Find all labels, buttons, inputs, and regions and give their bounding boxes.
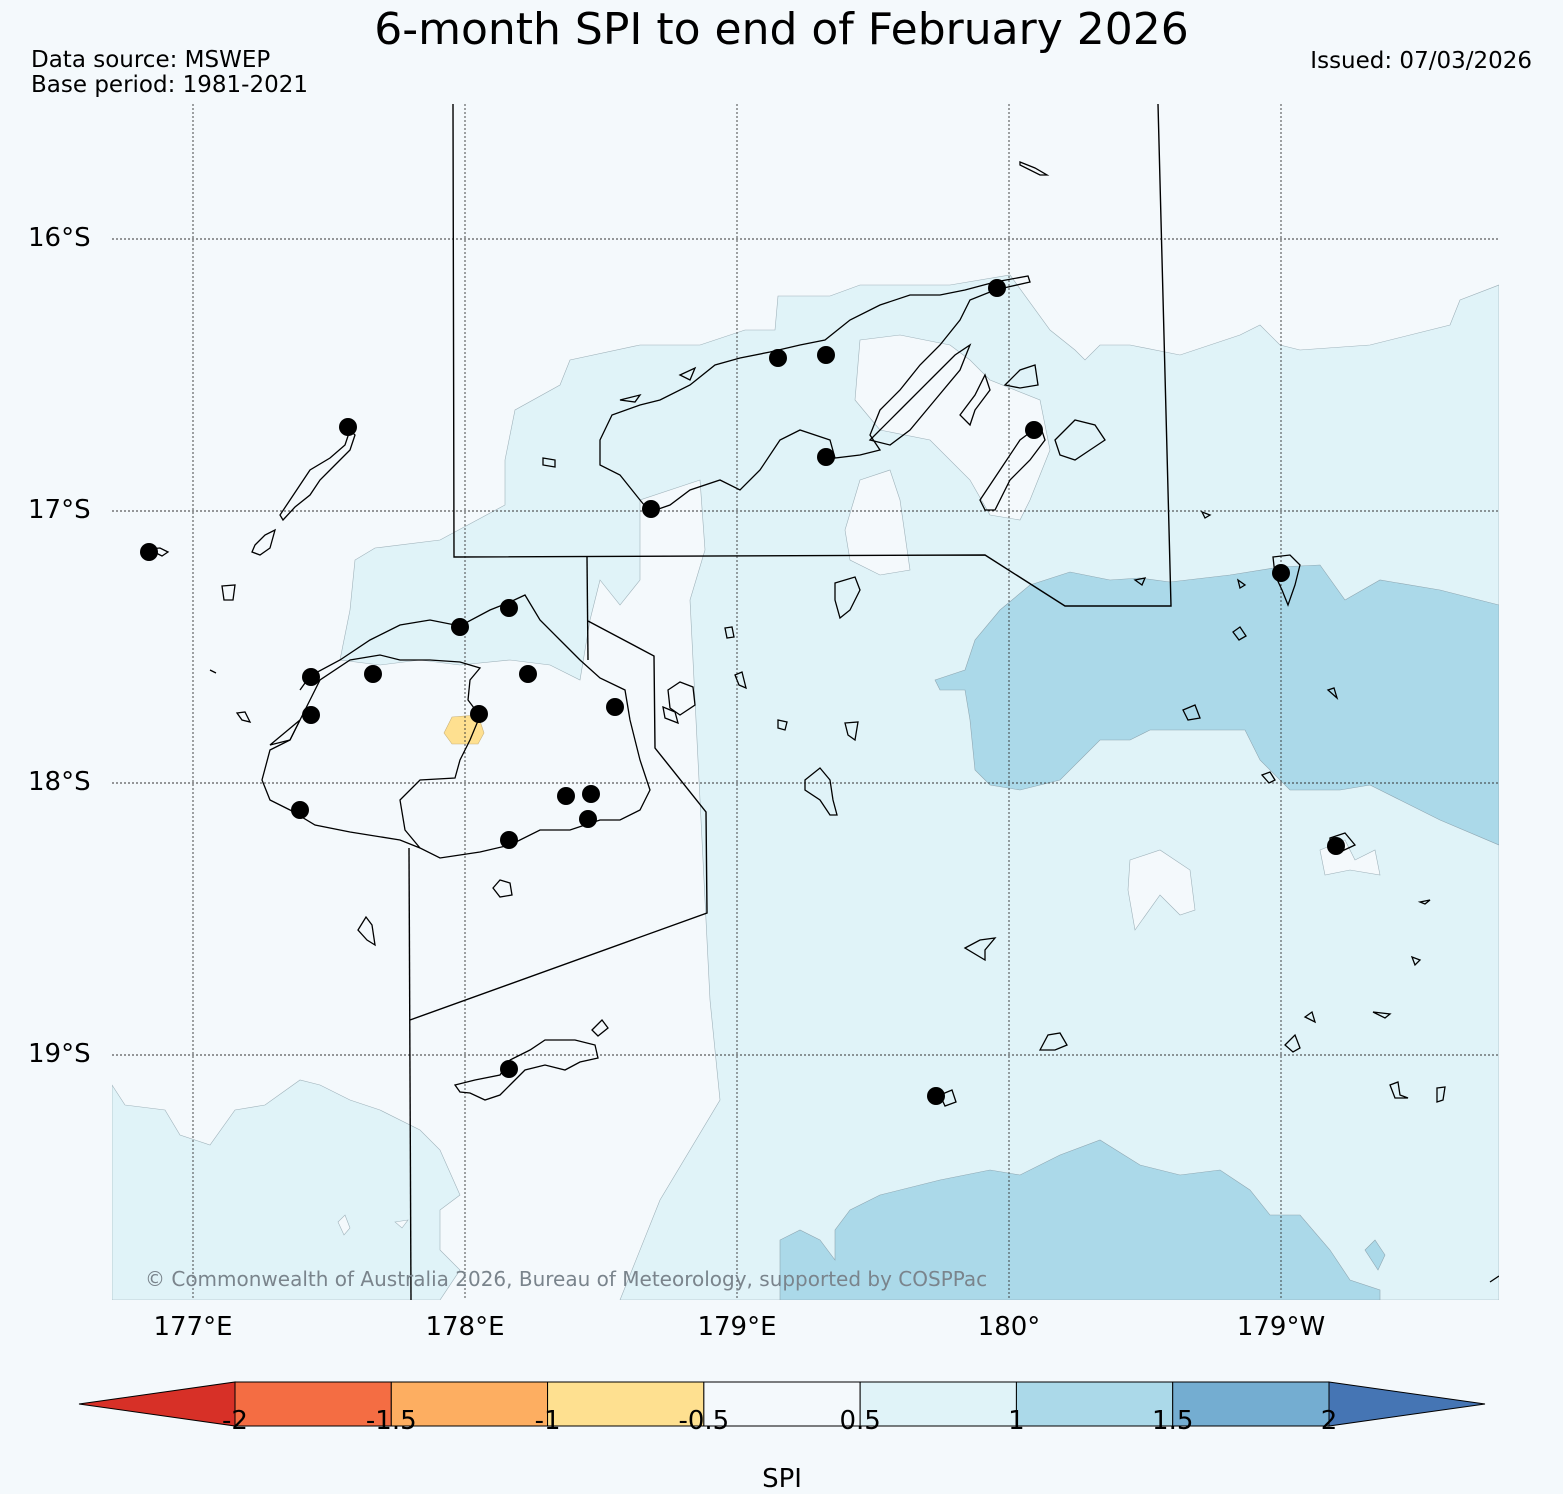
colorbar-tick-label: -1.5 xyxy=(365,1406,417,1436)
lon-label-179w: 179°W xyxy=(1236,1312,1326,1342)
lon-label-180: 180° xyxy=(977,1312,1041,1342)
colorbar-segment xyxy=(1172,1381,1330,1427)
lat-label-19s: 19°S xyxy=(28,1039,91,1069)
colorbar-tick-label: 0.5 xyxy=(839,1406,881,1436)
copyright-notice: © Commonwealth of Australia 2026, Bureau… xyxy=(145,1267,988,1291)
lon-label-177e: 177°E xyxy=(153,1312,233,1342)
coastlines xyxy=(145,161,1499,1283)
data-source: Data source: MSWEP xyxy=(31,47,271,73)
station-markers xyxy=(140,279,1345,1105)
colorbar xyxy=(78,1381,1486,1427)
colorbar-tick-label: 2 xyxy=(1320,1406,1338,1436)
colorbar-tick-label: -0.5 xyxy=(678,1406,730,1436)
colorbar-extend-high xyxy=(1328,1381,1486,1427)
colorbar-segment xyxy=(859,1381,1017,1427)
lat-label-16s: 16°S xyxy=(28,223,91,253)
spi-fill-layer xyxy=(112,104,1499,1300)
colorbar-segment xyxy=(390,1381,549,1427)
colorbar-segment xyxy=(234,1381,392,1427)
colorbar-segment xyxy=(547,1381,705,1427)
map-title: 6-month SPI to end of February 2026 xyxy=(374,4,1189,55)
lon-label-178e: 178°E xyxy=(425,1312,505,1342)
colorbar-tick-label: 1 xyxy=(1008,1406,1025,1436)
colorbar-title: SPI xyxy=(762,1464,802,1494)
metadata-left: Data source: MSWEP Base period: 1981-202… xyxy=(31,48,308,98)
division-boundaries xyxy=(408,104,1172,1300)
colorbar-tick-label: -1 xyxy=(534,1406,561,1436)
base-period: Base period: 1981-2021 xyxy=(31,72,309,98)
colorbar-tick-label: -2 xyxy=(222,1406,248,1436)
issued-date: Issued: 07/03/2026 xyxy=(1310,48,1532,74)
lon-label-179e: 179°E xyxy=(697,1312,777,1342)
colorbar-segment xyxy=(703,1381,861,1427)
lat-label-17s: 17°S xyxy=(28,495,91,525)
colorbar-extend-low xyxy=(78,1381,236,1427)
lat-label-18s: 18°S xyxy=(28,767,91,797)
colorbar-tick-label: 1.5 xyxy=(1152,1406,1194,1436)
colorbar-segment xyxy=(1015,1381,1174,1427)
